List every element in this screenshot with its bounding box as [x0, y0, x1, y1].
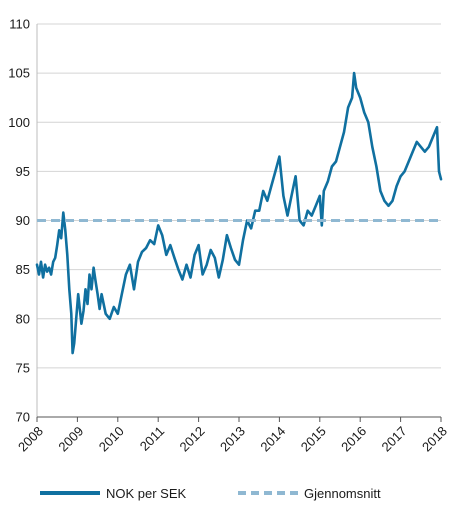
- x-tick-label: 2015: [298, 423, 329, 454]
- y-tick-label: 95: [16, 164, 30, 179]
- y-tick-label: 110: [9, 17, 30, 32]
- y-tick-label: 85: [16, 262, 30, 277]
- y-tick-label: 80: [16, 311, 30, 326]
- x-tick-label: 2008: [15, 423, 46, 454]
- legend-label: Gjennomsnitt: [304, 485, 381, 501]
- x-tick-label: 2016: [338, 423, 369, 454]
- series-layer: [35, 71, 443, 355]
- legend-item-gjennomsnitt: Gjennomsnitt: [238, 478, 381, 508]
- y-tick-label: 70: [16, 410, 30, 425]
- x-tick-label: 2009: [55, 423, 86, 454]
- x-tick-label: 2013: [217, 423, 248, 454]
- x-tick-label: 2018: [419, 423, 450, 454]
- legend-item-nok-per-sek: NOK per SEK: [40, 478, 186, 508]
- legend-swatch-dashed: [238, 491, 298, 495]
- y-tick-label: 100: [8, 115, 30, 130]
- y-axis: 70 75 80 85 90 95 100 105 110: [8, 17, 30, 425]
- y-tick-label: 105: [8, 66, 30, 81]
- legend-swatch-solid: [40, 491, 100, 495]
- legend-label: NOK per SEK: [106, 485, 187, 501]
- x-tick-label: 2012: [177, 423, 208, 454]
- x-axis: 2008 2009 2010 2011 2012 2013 2014 2015 2016 2017…: [15, 416, 450, 454]
- series-line-nok-per-sek: [35, 71, 443, 355]
- x-tick-label: 2010: [96, 423, 127, 454]
- y-tick-label: 75: [16, 360, 30, 375]
- x-tick-label: 2014: [257, 423, 288, 454]
- x-tick-label: 2011: [137, 423, 167, 453]
- y-tick-label: 90: [16, 213, 30, 228]
- legend: NOK per SEK Gjennomsnitt: [0, 478, 450, 508]
- x-tick-label: 2017: [379, 423, 410, 454]
